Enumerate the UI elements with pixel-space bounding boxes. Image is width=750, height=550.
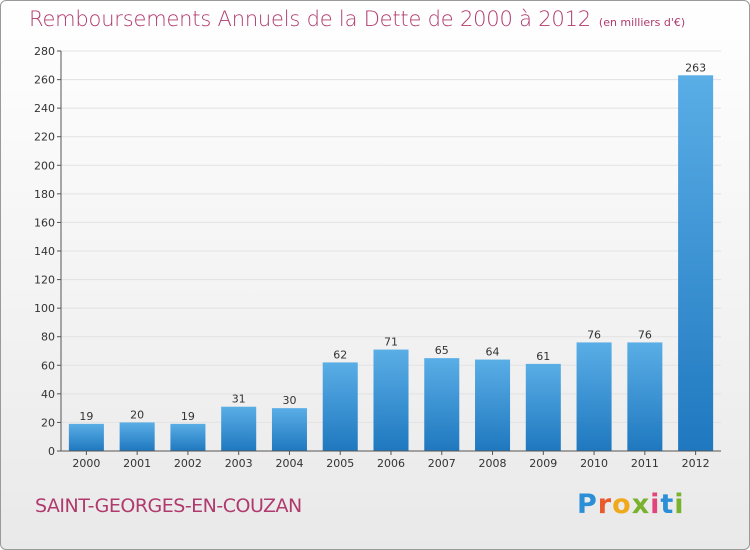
y-tick-label: 60 [41, 359, 55, 372]
bar [424, 358, 460, 451]
bar [576, 342, 612, 451]
x-tick-label: 2003 [225, 457, 253, 470]
logo-letter: i [674, 489, 685, 520]
data-label: 64 [486, 346, 500, 359]
bar [68, 423, 104, 451]
chart-title: Remboursements Annuels de la Dette de 20… [29, 7, 685, 31]
x-tick-label: 2007 [428, 457, 456, 470]
x-tick-label: 2010 [580, 457, 608, 470]
chart-title-text: Remboursements Annuels de la Dette de 20… [29, 7, 591, 31]
data-label: 62 [333, 348, 347, 361]
proxiti-logo: Proxiti [577, 489, 685, 520]
data-label: 30 [282, 394, 296, 407]
y-tick-label: 40 [41, 388, 55, 401]
y-tick-label: 0 [48, 445, 55, 458]
bar [170, 423, 206, 451]
x-tick-label: 2004 [275, 457, 303, 470]
bar [119, 422, 155, 451]
labels: 0204060801001201401601802002202402602801… [34, 45, 710, 470]
bar [271, 408, 307, 451]
data-label: 71 [384, 336, 398, 349]
y-tick-label: 20 [41, 416, 55, 429]
x-tick-label: 2006 [377, 457, 405, 470]
bar [627, 342, 663, 451]
y-tick-label: 140 [34, 245, 55, 258]
y-tick-label: 260 [34, 74, 55, 87]
y-tick-label: 180 [34, 188, 55, 201]
axes [57, 50, 721, 455]
y-tick-label: 220 [34, 131, 55, 144]
logo-letter: P [577, 489, 598, 520]
x-tick-label: 2002 [174, 457, 202, 470]
x-tick-label: 2000 [72, 457, 100, 470]
logo-letter: t [660, 489, 675, 520]
data-label: 31 [232, 393, 246, 406]
logo-letter: x [631, 489, 651, 520]
y-tick-label: 280 [34, 45, 55, 58]
logo-letter: r [597, 489, 613, 520]
x-tick-label: 2005 [326, 457, 354, 470]
bar [322, 362, 358, 451]
y-tick-label: 160 [34, 216, 55, 229]
x-tick-label: 2009 [529, 457, 557, 470]
bar [525, 363, 561, 451]
data-label: 76 [587, 328, 601, 341]
data-label: 65 [435, 344, 449, 357]
data-label: 20 [130, 408, 144, 421]
y-tick-label: 100 [34, 302, 55, 315]
bar [373, 349, 409, 451]
x-tick-label: 2011 [631, 457, 659, 470]
x-tick-label: 2008 [479, 457, 507, 470]
y-tick-label: 80 [41, 331, 55, 344]
bar [678, 75, 714, 452]
logo-letter: i [650, 489, 661, 520]
data-label: 19 [181, 410, 195, 423]
data-label: 61 [536, 350, 550, 363]
x-tick-label: 2001 [123, 457, 151, 470]
logo-letter: o [612, 489, 632, 520]
bar [221, 406, 257, 451]
y-tick-label: 120 [34, 274, 55, 287]
bar [475, 359, 511, 451]
y-tick-label: 240 [34, 102, 55, 115]
data-label: 19 [79, 410, 93, 423]
x-tick-label: 2012 [682, 457, 710, 470]
data-label: 76 [638, 328, 652, 341]
data-label: 263 [685, 61, 706, 74]
chart-unit: (en milliers d'€) [598, 16, 686, 29]
bars [68, 75, 714, 452]
commune-name: SAINT-GEORGES-EN-COUZAN [35, 495, 302, 517]
y-tick-label: 200 [34, 159, 55, 172]
